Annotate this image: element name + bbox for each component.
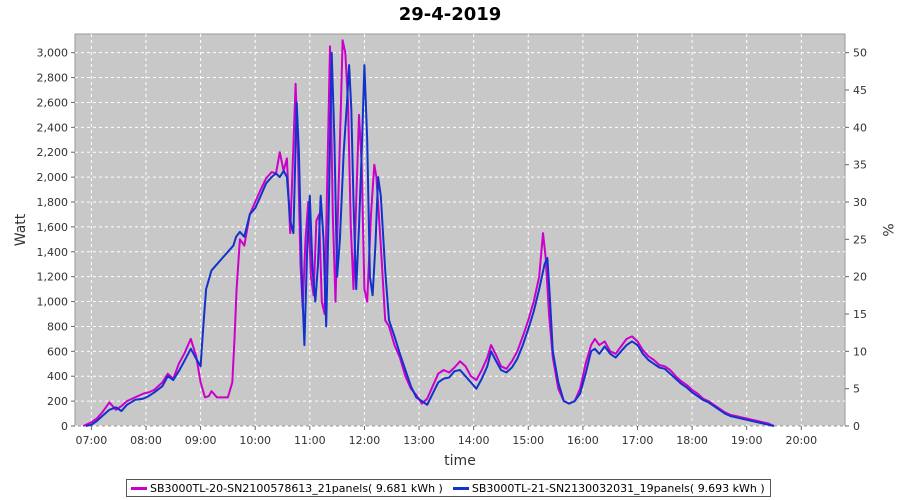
y2-tick-label-2: 10: [853, 345, 867, 358]
y-tick-label-7: 1,400: [37, 246, 69, 259]
series-line-1: [82, 39, 775, 427]
x-tick-label-6: 13:00: [403, 434, 435, 447]
y-tick-label-13: 2,600: [37, 96, 69, 109]
x-tick-label-2: 09:00: [185, 434, 217, 447]
y-tick-label-15: 3,000: [37, 47, 69, 60]
chart-title: 29-4-2019: [399, 4, 502, 25]
y2-tick-label-3: 15: [853, 308, 867, 321]
series-line-2: [85, 51, 775, 427]
y2-axis-label: %: [879, 223, 895, 236]
y2-tick-label-1: 5: [853, 383, 860, 396]
y-tick-label-14: 2,800: [37, 72, 69, 85]
x-tick-label-9: 16:00: [567, 434, 599, 447]
y-tick-label-2: 400: [47, 370, 68, 383]
plot-area: [74, 33, 846, 427]
legend-item-series-1: SB3000TL-20-SN2100578613_21panels( 9.681…: [131, 482, 443, 495]
legend-swatch-series-2: [452, 486, 469, 490]
y2-axis: 0 5 10 15 20 25 30 35 40 45 50: [845, 47, 867, 433]
y2-tick-label-4: 20: [853, 271, 867, 284]
grid: [75, 34, 845, 427]
y-tick-label-4: 800: [47, 320, 68, 333]
x-axis-label: time: [444, 453, 476, 469]
legend-swatch-series-1: [131, 486, 147, 490]
x-tick-label-1: 08:00: [130, 434, 162, 447]
y2-tick-label-5: 25: [853, 233, 867, 246]
x-tick-label-7: 14:00: [458, 434, 490, 447]
y2-tick-label-7: 35: [853, 159, 867, 172]
y-tick-label-1: 200: [47, 395, 68, 408]
y-tick-label-0: 0: [61, 420, 68, 433]
y2-tick-label-8: 40: [853, 121, 867, 134]
y-tick-label-12: 2,400: [37, 121, 69, 134]
y2-tick-label-9: 45: [853, 84, 867, 97]
x-tick-label-0: 07:00: [76, 434, 108, 447]
x-tick-label-4: 11:00: [294, 434, 326, 447]
x-tick-label-5: 12:00: [349, 434, 381, 447]
y2-tick-label-0: 0: [853, 420, 860, 433]
x-tick-label-8: 15:00: [512, 434, 544, 447]
series-group: [82, 39, 775, 427]
y-axis-label: Watt: [13, 213, 29, 246]
legend: SB3000TL-20-SN2100578613_21panels( 9.681…: [126, 479, 771, 497]
legend-label-series-1: SB3000TL-20-SN2100578613_21panels( 9.681…: [150, 481, 443, 495]
legend-item-series-2: SB3000TL-21-SN2130032031_19panels( 9.693…: [452, 481, 765, 495]
y-tick-label-10: 2,000: [37, 171, 69, 184]
y-tick-label-8: 1,600: [37, 221, 69, 234]
legend-label-series-2: SB3000TL-21-SN2130032031_19panels( 9.693…: [471, 481, 765, 495]
y-tick-label-3: 600: [47, 345, 68, 358]
y-tick-label-9: 1,800: [37, 196, 69, 209]
y-tick-label-5: 1,000: [37, 296, 69, 309]
x-tick-label-13: 20:00: [785, 434, 817, 447]
y2-tick-label-6: 30: [853, 196, 867, 209]
x-tick-label-11: 18:00: [676, 434, 708, 447]
x-tick-label-10: 17:00: [622, 434, 654, 447]
y-tick-label-11: 2,200: [37, 146, 69, 159]
y2-tick-label-10: 50: [853, 47, 867, 60]
x-axis: 07:00 08:00 09:00 10:00 11:00 12:00 13:00 14:00…: [76, 426, 817, 447]
y-tick-label-6: 1,200: [37, 271, 69, 284]
x-tick-label-12: 19:00: [731, 434, 763, 447]
x-tick-label-3: 10:00: [239, 434, 271, 447]
y-axis: 0 200 400 600 800 1,000 1,200 1,400 1,600 1,800 2,…: [37, 47, 75, 433]
